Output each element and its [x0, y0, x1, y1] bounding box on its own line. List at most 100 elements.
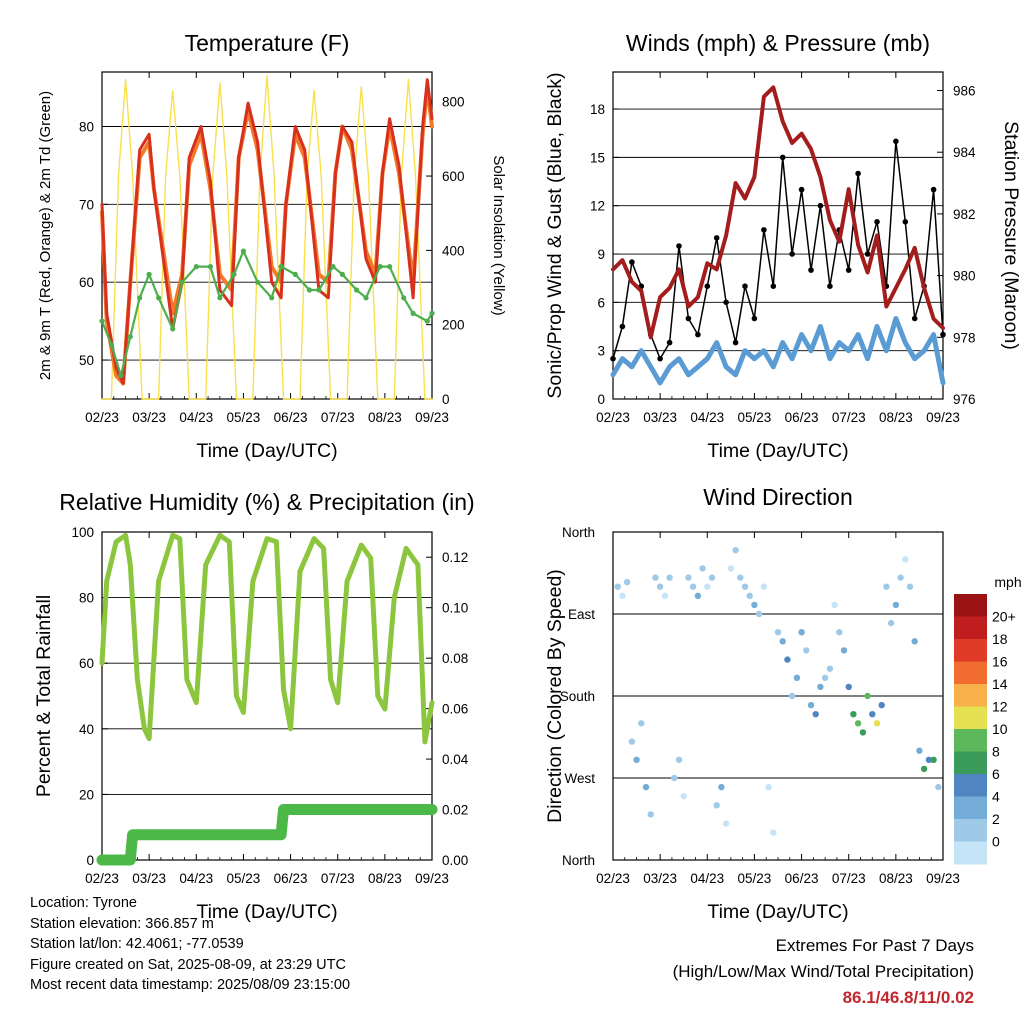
- y-tick-label: 60: [79, 656, 94, 671]
- direction-point: [737, 574, 744, 581]
- y2-tick-label: 0.06: [442, 702, 468, 717]
- y-tick-label: 20: [79, 787, 94, 802]
- direction-point: [652, 574, 659, 581]
- x-tick-label: 08/23: [368, 410, 402, 425]
- x-tick-label: 02/23: [596, 410, 630, 425]
- direction-point: [807, 701, 815, 709]
- colorbar-swatch: [954, 661, 987, 685]
- y-tick-label: 9: [597, 247, 605, 262]
- direction-point: [741, 583, 749, 590]
- y-tick-label: North: [562, 525, 595, 540]
- y2-tick-label: 0.10: [442, 601, 468, 616]
- direction-point: [906, 583, 914, 590]
- x-tick-label: 06/23: [785, 410, 819, 425]
- y2-tick-label: 984: [953, 145, 976, 160]
- x-tick-label: 07/23: [832, 871, 866, 886]
- colorbar-label: 4: [992, 789, 1000, 805]
- y2-tick-label: 986: [953, 84, 976, 99]
- direction-point: [883, 583, 890, 590]
- wind-speed-line: [610, 316, 946, 386]
- x-tick-label: 04/23: [690, 871, 724, 886]
- x-tick-label: 09/23: [926, 871, 960, 886]
- direction-point: [675, 756, 683, 763]
- direction-point: [925, 756, 933, 763]
- humidity-panel: Relative Humidity (%) & Precipitation (i…: [33, 489, 475, 923]
- x-tick-label: 04/23: [690, 410, 724, 425]
- x-tick-label: 03/23: [643, 871, 677, 886]
- winds-panel: Winds (mph) & Pressure (mb) Time (Day/UTC…: [544, 30, 1022, 462]
- extremes-title: Extremes For Past 7 Days: [775, 936, 974, 955]
- colorbar-label: 6: [992, 766, 1000, 782]
- direction-point: [671, 774, 678, 782]
- direction-point: [704, 583, 711, 590]
- direction-point: [638, 720, 645, 727]
- direction-x-axis-label: Time (Day/UTC): [707, 901, 848, 923]
- direction-title: Wind Direction: [703, 484, 853, 510]
- y-tick-label: South: [560, 689, 595, 704]
- direction-point: [656, 583, 664, 590]
- winds-y2-axis-label: Station Pressure (Maroon): [1000, 121, 1022, 350]
- direction-point: [774, 629, 782, 636]
- humidity-x-axis-label: Time (Day/UTC): [196, 901, 337, 923]
- y2-tick-label: 978: [953, 330, 976, 345]
- colorbar-label: 10: [992, 721, 1008, 737]
- x-tick-label: 08/23: [368, 871, 402, 886]
- direction-point: [803, 647, 810, 654]
- temperature-panel: Temperature (F) Time (Day/UTC) 02/23 03/23 0…: [37, 30, 507, 462]
- direction-point: [911, 638, 918, 645]
- colorbar-title: mph: [994, 574, 1021, 590]
- winds-x-axis-label: Time (Day/UTC): [707, 440, 848, 462]
- x-tick-label: 03/23: [132, 871, 166, 886]
- direction-point: [902, 556, 909, 563]
- direction-point: [614, 583, 621, 590]
- direction-point: [661, 592, 669, 599]
- direction-point: [699, 565, 706, 572]
- colorbar-swatch: [954, 819, 987, 842]
- pressure-line: [611, 85, 945, 340]
- direction-point: [892, 601, 900, 609]
- direction-point: [821, 674, 829, 681]
- colorbar-label: 14: [992, 676, 1008, 692]
- direction-point: [788, 692, 796, 700]
- y2-tick-label: 0.00: [442, 853, 468, 868]
- colorbar-label: 8: [992, 744, 1000, 760]
- x-tick-label: 03/23: [643, 410, 677, 425]
- direction-point: [642, 783, 650, 791]
- y-tick-label: 80: [79, 591, 94, 606]
- direction-point: [746, 592, 753, 599]
- direction-point: [722, 820, 730, 827]
- x-tick-label: 09/23: [926, 410, 960, 425]
- rh-line: [99, 532, 435, 745]
- direction-point: [845, 683, 852, 691]
- winds-y-axis-label: Sonic/Prop Wind & Gust (Blue, Black): [544, 72, 566, 398]
- x-tick-label: 02/23: [596, 871, 630, 886]
- colorbar-label: 18: [992, 631, 1008, 647]
- direction-point: [732, 547, 739, 554]
- colorbar-label: 12: [992, 699, 1008, 715]
- colorbar-label: 20+: [992, 609, 1016, 625]
- y2-tick-label: 976: [953, 392, 976, 407]
- x-tick-label: 06/23: [274, 410, 308, 425]
- x-tick-label: 04/23: [179, 871, 213, 886]
- colorbar-swatch: [954, 774, 987, 797]
- direction-point: [623, 578, 631, 586]
- y-tick-label: 40: [79, 722, 94, 737]
- direction-point: [887, 619, 895, 627]
- colorbar-swatch: [954, 796, 987, 820]
- y2-tick-label: 400: [442, 243, 465, 258]
- direction-point: [826, 665, 834, 672]
- direction-point: [850, 711, 857, 718]
- direction-point: [859, 729, 867, 736]
- y-tick-label: North: [562, 853, 595, 868]
- x-tick-label: 05/23: [738, 410, 772, 425]
- y2-tick-label: 980: [953, 269, 976, 284]
- x-tick-label: 05/23: [738, 871, 772, 886]
- dewpoint-line: [100, 250, 434, 377]
- temp-2m-line: [100, 78, 434, 385]
- colorbar-label: 0: [992, 834, 1000, 850]
- created-text: Figure created on Sat, 2025-08-09, at 23…: [30, 956, 346, 973]
- colorbar-swatch: [954, 616, 987, 640]
- direction-point: [647, 811, 654, 818]
